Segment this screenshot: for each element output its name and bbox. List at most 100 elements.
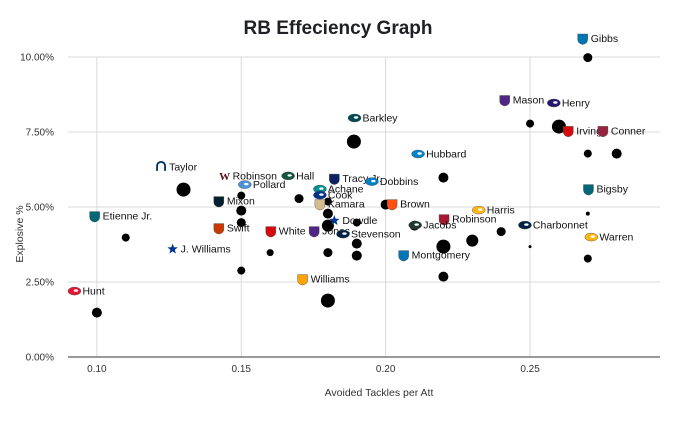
point-label-group: Taylor — [156, 161, 198, 173]
player-name-label: Hubbard — [426, 149, 466, 161]
player-name-label: Dobbins — [380, 176, 419, 188]
point-labels: Gibbs Mason Henry Barkley Irving Conner Hubbar… — [67, 33, 646, 298]
x-tick-label: 0.20 — [376, 364, 396, 375]
player-name-label: Irving — [576, 125, 602, 137]
chart-title: RB Effeciency Graph — [244, 18, 433, 39]
player-name-label: Taylor — [169, 161, 198, 173]
team-logo-icon — [583, 184, 594, 196]
y-tick-label: 0.00% — [26, 353, 54, 364]
player-name-label: Henry — [562, 98, 591, 110]
team-logo-icon — [213, 196, 225, 208]
y-tick-label: 5.00% — [26, 203, 54, 214]
team-logo-icon — [314, 199, 326, 211]
player-name-label: Robinson — [452, 214, 497, 226]
data-point — [351, 250, 362, 261]
tick-labels: 0.00% 2.50% 5.00% 7.50% 10.00% 0.10 0.15 0.20 0.… — [20, 53, 540, 376]
point-label-group: Swift — [213, 223, 250, 235]
data-point — [526, 119, 535, 128]
team-logo-icon — [329, 215, 340, 225]
player-name-label: Conner — [611, 125, 646, 137]
player-name-label: White — [279, 226, 306, 238]
data-points — [91, 53, 622, 318]
point-label-group: Hunt — [67, 286, 105, 298]
data-point — [436, 239, 451, 254]
data-point — [320, 293, 335, 308]
data-point — [91, 307, 102, 318]
point-label-group: W Robinson — [219, 170, 277, 183]
player-name-label: Cook — [328, 190, 353, 202]
point-label-group: Conner — [597, 125, 646, 138]
data-point — [321, 219, 334, 232]
point-label-group: Mason — [499, 95, 544, 107]
player-name-label: Williams — [311, 274, 350, 286]
player-name-label: Montgomery — [412, 250, 471, 262]
team-logo-icon — [329, 173, 340, 185]
team-logo-icon — [499, 95, 510, 107]
player-name-label: Hunt — [82, 286, 104, 298]
x-tick-label: 0.10 — [87, 364, 107, 375]
team-logo-icon: W — [219, 171, 230, 183]
point-label-group: White — [265, 226, 306, 238]
data-point — [466, 234, 479, 247]
team-logo-icon — [308, 226, 320, 238]
player-name-label: Mixon — [227, 196, 255, 208]
point-label-group: Brown — [386, 199, 430, 211]
data-point — [583, 149, 592, 158]
data-point — [294, 194, 304, 204]
x-axis-title: Avoided Tackles per Att — [325, 387, 434, 399]
player-name-label: Stevenson — [351, 229, 401, 241]
player-name-label: Charbonnet — [533, 220, 588, 232]
team-logo-icon — [577, 33, 588, 45]
y-axis-title: Explosive % — [14, 205, 26, 262]
point-label-group: Barkley — [347, 113, 399, 125]
x-tick-label: 0.15 — [232, 364, 252, 375]
point-label-group: J. Williams — [167, 243, 231, 256]
team-logo-icon — [398, 250, 409, 262]
player-name-label: Bigsby — [596, 184, 628, 196]
data-point — [121, 233, 130, 242]
point-label-group: Hubbard — [411, 149, 467, 161]
data-point — [528, 245, 532, 249]
data-point — [583, 53, 593, 63]
point-label-group: Warren — [584, 232, 634, 244]
data-point — [585, 211, 590, 216]
data-point — [237, 266, 246, 275]
data-point — [438, 172, 449, 183]
team-logo-icon — [563, 126, 574, 138]
data-point — [176, 182, 191, 197]
player-name-label: Kamara — [328, 199, 365, 211]
point-label-group: Jacobs — [408, 220, 456, 232]
point-label-group: Harris — [472, 205, 515, 217]
data-point — [438, 271, 449, 282]
point-label-group: Bigsby — [583, 184, 629, 196]
player-name-label: Barkley — [363, 113, 399, 125]
point-label-group: Kamara — [314, 199, 365, 211]
data-point — [611, 148, 622, 159]
data-point — [322, 208, 333, 219]
x-tick-label: 0.25 — [520, 364, 540, 375]
data-point — [323, 197, 332, 206]
data-point — [236, 205, 247, 216]
team-logo-icon — [386, 199, 398, 211]
y-tick-label: 2.50% — [26, 278, 54, 289]
point-label-group: Irving — [563, 125, 602, 137]
team-logo-icon — [167, 243, 178, 254]
point-label-group: Achane — [313, 184, 364, 196]
player-name-label: Hall — [296, 170, 314, 182]
team-logo-icon — [297, 274, 308, 286]
player-name-label: Warren — [599, 232, 633, 244]
data-point — [352, 218, 361, 227]
player-name-label: Etienne Jr. — [103, 211, 153, 223]
player-name-label: Harris — [487, 205, 515, 217]
point-label-group: Gibbs — [577, 33, 618, 45]
point-label-group: Robinson — [438, 214, 497, 226]
player-name-label: Jacobs — [423, 220, 456, 232]
team-logo-icon — [438, 214, 450, 226]
data-point — [496, 227, 506, 237]
point-label-group: Charbonnet — [518, 220, 588, 232]
data-point — [551, 119, 566, 134]
data-point — [237, 191, 246, 200]
player-name-label: Gibbs — [591, 33, 618, 45]
team-logo-icon — [597, 126, 609, 138]
